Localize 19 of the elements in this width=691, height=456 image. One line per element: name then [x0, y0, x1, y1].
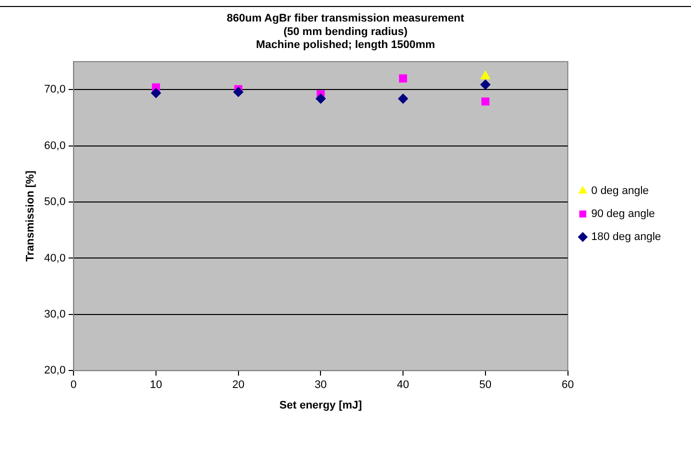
chart-title: 860um AgBr fiber transmission measurement (50 mm bending radius) Machine polished; length 1500mm	[226, 12, 465, 52]
x-tick-label: 20	[232, 379, 244, 392]
y-tick-label: 30,0	[44, 308, 66, 320]
x-tick-label: 40	[396, 379, 410, 392]
x-tick-label: 30	[314, 379, 327, 392]
y-tick-label: 60,0	[44, 140, 66, 152]
y-axis-title: Transmission [%]	[24, 170, 37, 262]
y-tick-label: 70,0	[44, 84, 66, 96]
x-axis-title: Set energy [mJ]	[279, 399, 362, 412]
x-tick-label: 10	[150, 379, 162, 392]
y-tick-label: 40,0	[44, 252, 66, 264]
y-tick-label: 20,0	[44, 364, 66, 377]
x-tick-label: 50	[479, 379, 492, 392]
legend-label: 180 deg angle	[591, 231, 661, 244]
x-tick-label: 0	[70, 379, 77, 392]
y-tick-label: 50,0	[44, 196, 66, 208]
legend-label: 0 deg angle	[591, 185, 649, 198]
legend-label: 90 deg angle	[591, 208, 655, 220]
x-tick-label: 60	[562, 379, 574, 392]
